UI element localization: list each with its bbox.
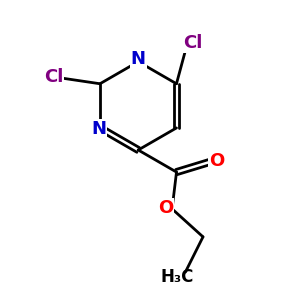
Text: Cl: Cl — [184, 34, 203, 52]
Text: H₃C: H₃C — [160, 268, 194, 286]
Text: O: O — [209, 152, 224, 169]
Text: N: N — [131, 50, 146, 68]
Text: N: N — [91, 120, 106, 138]
Text: Cl: Cl — [44, 68, 63, 86]
Text: O: O — [158, 199, 173, 217]
